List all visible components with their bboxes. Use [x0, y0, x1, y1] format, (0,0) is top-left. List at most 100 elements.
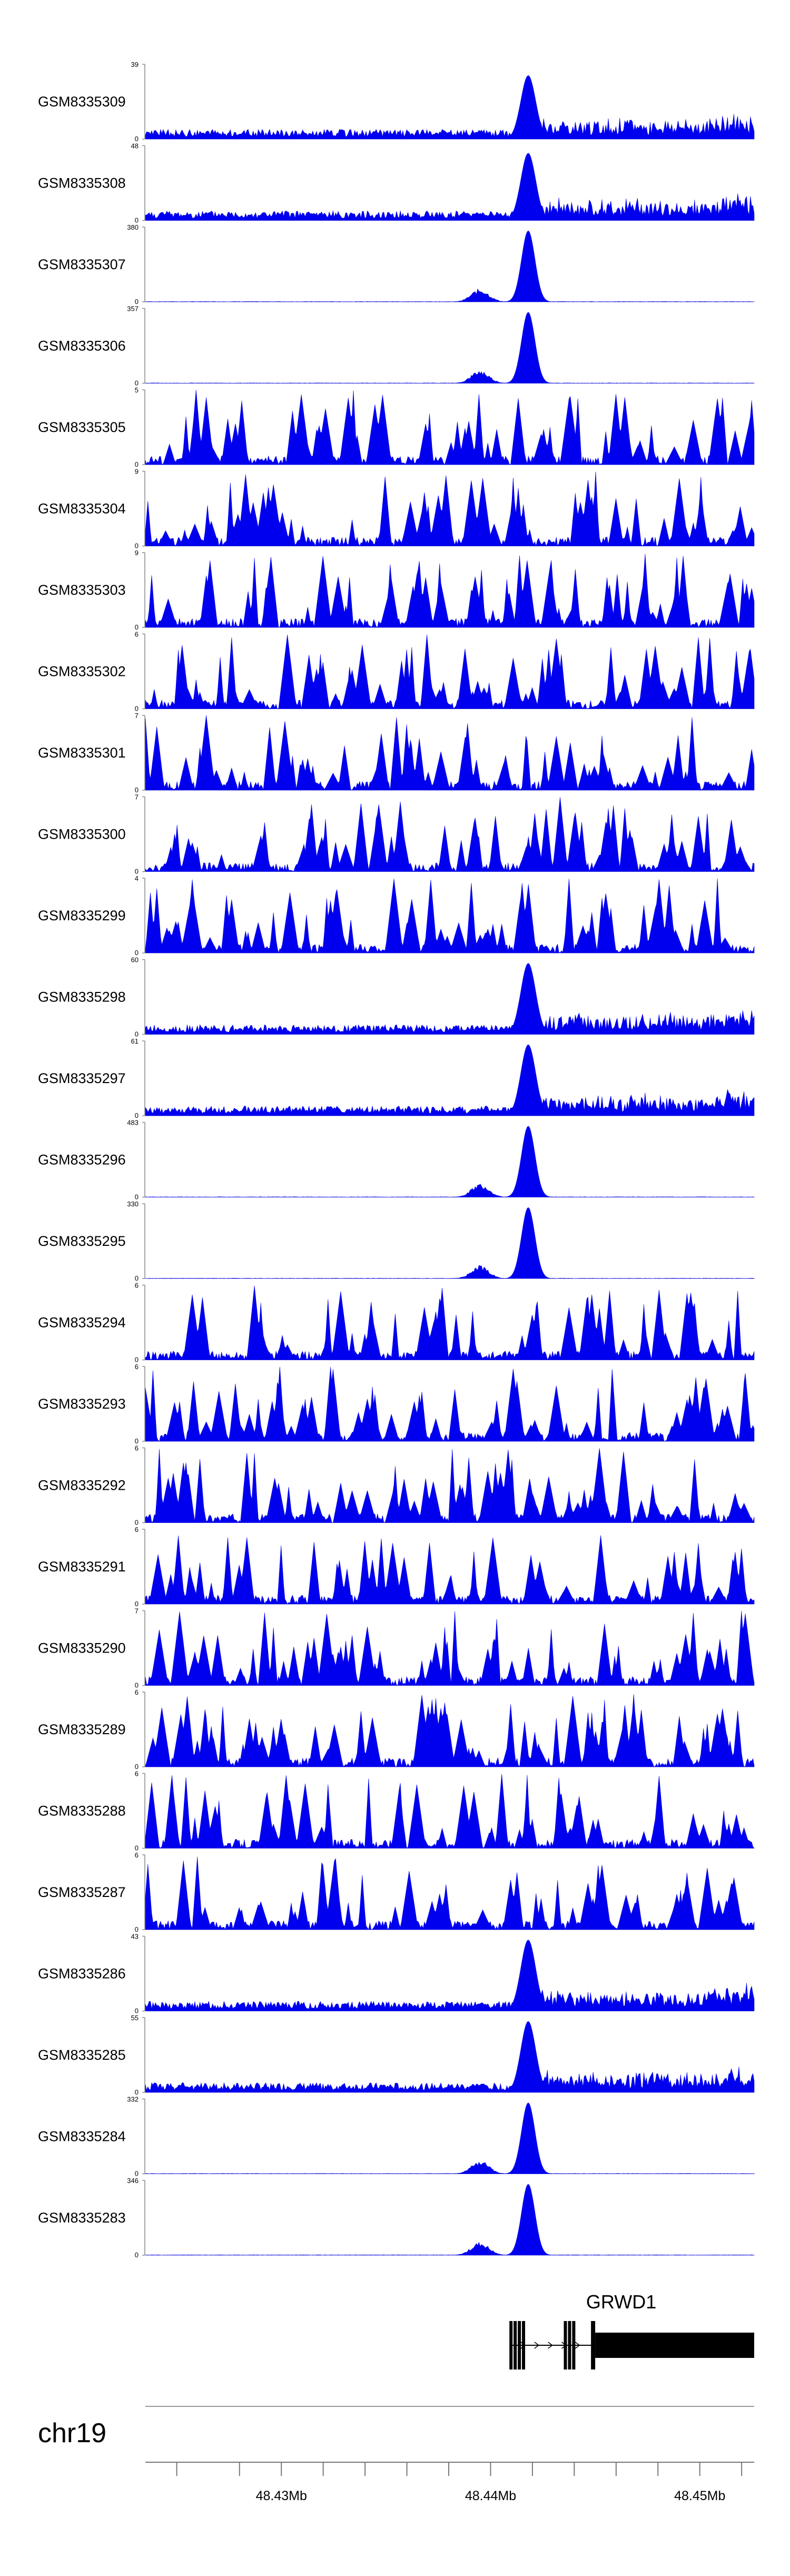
y-min-label: 0 [135, 1925, 139, 1933]
y-min-label: 0 [135, 1030, 139, 1038]
track-label: GSM8335301 [38, 745, 126, 761]
y-max-label: 6 [135, 1688, 139, 1696]
signal-area [145, 1694, 755, 1767]
signal-area [145, 715, 755, 791]
track-label: GSM8335283 [38, 2210, 126, 2226]
y-max-label: 6 [135, 1770, 139, 1778]
track-GSM8335308: GSM8335308 48 0 [38, 142, 755, 224]
track-label: GSM8335291 [38, 1559, 126, 1575]
signal-area [145, 153, 755, 221]
track-label: GSM8335289 [38, 1722, 126, 1737]
y-max-label: 7 [135, 793, 139, 801]
track-label: GSM8335306 [38, 338, 126, 354]
track-label: GSM8335290 [38, 1640, 126, 1656]
y-max-label: 9 [135, 468, 139, 476]
strand-arrow [548, 2342, 553, 2349]
track-label: GSM8335296 [38, 1152, 126, 1168]
y-max-label: 6 [135, 1851, 139, 1859]
track-label: GSM8335302 [38, 664, 126, 680]
y-max-label: 357 [127, 305, 139, 313]
track-label: GSM8335304 [38, 501, 126, 517]
track-GSM8335295: GSM8335295 330 0 [38, 1200, 755, 1282]
y-max-label: 6 [135, 1282, 139, 1290]
track-GSM8335286: GSM8335286 43 0 [38, 1933, 755, 2015]
strand-arrow [534, 2342, 540, 2349]
track-GSM8335289: GSM8335289 6 0 [38, 1688, 755, 1771]
signal-area [145, 2021, 755, 2093]
track-label: GSM8335303 [38, 582, 126, 598]
y-min-label: 0 [135, 1356, 139, 1364]
track-GSM8335306: GSM8335306 357 0 [38, 305, 755, 387]
track-label: GSM8335286 [38, 1966, 126, 1982]
track-GSM8335302: GSM8335302 6 0 [38, 631, 755, 713]
track-GSM8335299: GSM8335299 4 0 [38, 874, 755, 957]
track-GSM8335293: GSM8335293 6 0 [38, 1363, 755, 1445]
track-label: GSM8335300 [38, 827, 126, 842]
track-GSM8335288: GSM8335288 6 0 [38, 1770, 755, 1852]
y-max-label: 43 [131, 1933, 139, 1941]
y-min-label: 0 [135, 1682, 139, 1689]
y-min-label: 0 [135, 217, 139, 224]
signal-tracks: GSM8335309390GSM8335308480GSM83353073800… [38, 61, 755, 2259]
signal-area [145, 963, 755, 1035]
gene-exon [509, 2321, 513, 2369]
track-GSM8335300: GSM8335300 7 0 [38, 793, 755, 876]
track-label: GSM8335293 [38, 1396, 126, 1412]
x-axis-tick-label: 48.45Mb [674, 2489, 725, 2503]
signal-area [145, 230, 755, 302]
y-min-label: 0 [135, 623, 139, 631]
y-max-label: 6 [135, 1363, 139, 1371]
y-min-label: 0 [135, 786, 139, 794]
track-GSM8335285: GSM8335285 55 0 [38, 2014, 755, 2096]
track-label: GSM8335307 [38, 257, 126, 272]
track-GSM8335309: GSM8335309 39 0 [38, 61, 755, 143]
y-min-label: 0 [135, 2251, 139, 2259]
y-min-label: 0 [135, 1437, 139, 1445]
y-max-label: 330 [127, 1200, 139, 1208]
signal-area [145, 1285, 755, 1360]
track-label: GSM8335298 [38, 989, 126, 1005]
y-min-label: 0 [135, 2170, 139, 2178]
y-max-label: 5 [135, 386, 139, 394]
signal-area [145, 878, 755, 954]
track-GSM8335305: GSM8335305 5 0 [38, 386, 755, 468]
y-max-label: 346 [127, 2177, 139, 2185]
track-label: GSM8335295 [38, 1233, 126, 1249]
signal-area [145, 1610, 755, 1686]
gene-exon [568, 2321, 571, 2369]
track-GSM8335301: GSM8335301 7 0 [38, 712, 755, 794]
track-label: GSM8335299 [38, 908, 126, 923]
track-GSM8335290: GSM8335290 7 0 [38, 1607, 755, 1689]
track-GSM8335304: GSM8335304 9 0 [38, 468, 755, 550]
y-min-label: 0 [135, 1193, 139, 1201]
y-min-label: 0 [135, 705, 139, 713]
track-label: GSM8335305 [38, 419, 126, 435]
y-max-label: 7 [135, 712, 139, 720]
track-label: GSM8335292 [38, 1478, 126, 1493]
track-GSM8335297: GSM8335297 61 0 [38, 1037, 755, 1119]
signal-area [145, 2184, 755, 2256]
signal-area [145, 1044, 755, 1116]
gene-exon [522, 2321, 526, 2369]
y-min-label: 0 [135, 1763, 139, 1771]
y-min-label: 0 [135, 868, 139, 876]
y-max-label: 6 [135, 631, 139, 638]
track-label: GSM8335284 [38, 2129, 126, 2145]
y-min-label: 0 [135, 1274, 139, 1282]
y-max-label: 4 [135, 874, 139, 882]
gene-exon [572, 2321, 576, 2369]
y-max-label: 6 [135, 1526, 139, 1533]
track-label: GSM8335288 [38, 1803, 126, 1819]
track-label: GSM8335285 [38, 2047, 126, 2063]
x-axis-tick-label: 48.43Mb [256, 2489, 307, 2503]
track-label: GSM8335297 [38, 1070, 126, 1086]
track-label: GSM8335294 [38, 1315, 126, 1331]
gene-exon [564, 2321, 567, 2369]
y-max-label: 7 [135, 1607, 139, 1615]
strand-arrow [575, 2342, 580, 2349]
track-GSM8335303: GSM8335303 9 0 [38, 549, 755, 631]
y-min-label: 0 [135, 2088, 139, 2096]
y-max-label: 39 [131, 61, 139, 68]
track-GSM8335291: GSM8335291 6 0 [38, 1526, 755, 1608]
